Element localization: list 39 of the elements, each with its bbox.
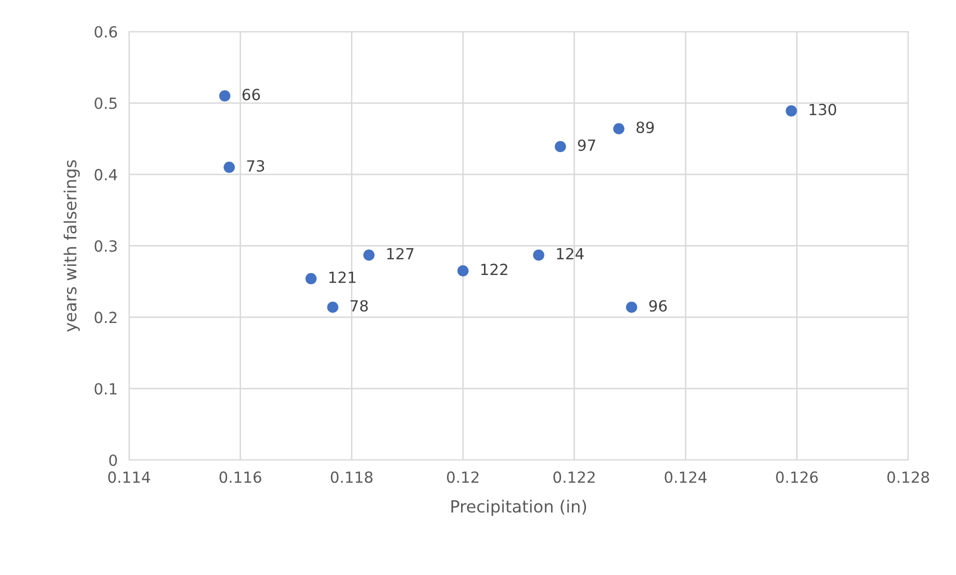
point [613,123,624,134]
point [224,162,235,173]
y-tick-label: 0.2 [94,312,116,324]
point [327,302,338,313]
point [305,273,317,284]
annotation: 130 [810,104,836,116]
y-tick-label: 0.5 [94,97,117,110]
y-axis-title: years with falserings [64,160,80,332]
point [533,249,544,261]
x-tick-label: 0.12 [446,471,478,483]
x-tick-label: 0.116 [220,471,262,483]
annotation: 124 [557,248,584,260]
x-tick-label: 0.114 [108,471,150,483]
point [626,302,638,313]
point [554,140,566,152]
annotation: 66 [242,88,260,100]
point [457,265,469,276]
point [219,90,230,102]
y-tick-label: 0 [109,454,117,466]
y-tick-label: 0.3 [94,240,117,252]
annotation: 73 [247,160,264,172]
x-tick-label: 0.128 [887,471,930,483]
point [786,105,797,116]
x-tick-label: 0.122 [553,471,595,483]
x-tick-label: 0.118 [330,471,372,483]
annotation: 97 [578,139,596,152]
x-axis-title: Precipitation (in) [451,500,586,516]
annotation: 122 [481,264,508,276]
point [363,249,375,261]
annotation: 96 [649,300,667,312]
x-tick-label: 0.124 [664,471,707,483]
annotation: 89 [636,122,654,134]
x-tick-label: 0.126 [776,471,818,483]
y-tick-label: 0.1 [94,383,117,395]
annotation: 78 [350,300,368,312]
annotation: 127 [387,248,414,260]
annotation: 121 [329,272,356,283]
y-tick-label: 0.4 [94,168,118,180]
y-tick-label: 0.6 [94,26,117,38]
